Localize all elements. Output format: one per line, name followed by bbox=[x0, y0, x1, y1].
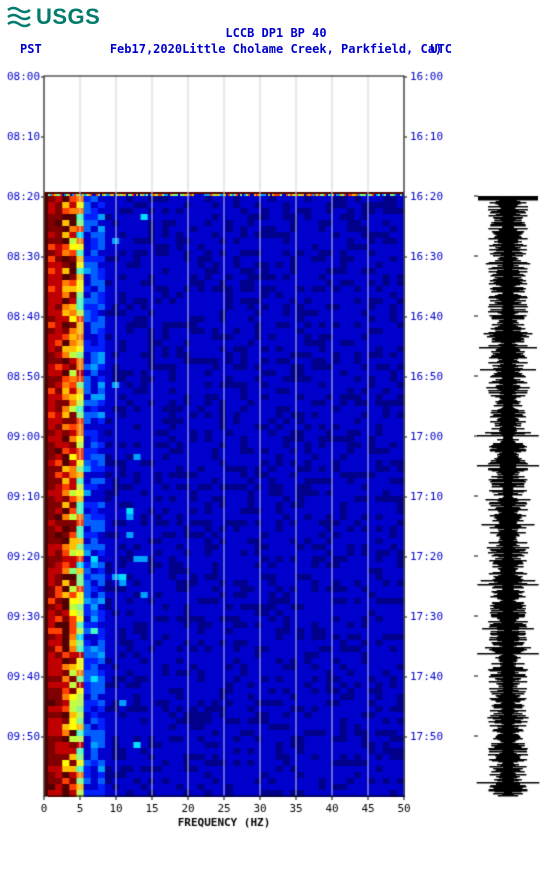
spectrogram-chart bbox=[0, 56, 552, 886]
utc-label: UTC bbox=[430, 42, 452, 56]
date-label: Feb17,2020 bbox=[110, 42, 182, 56]
location-label: Little Cholame Creek, Parkfield, Ca) bbox=[182, 42, 442, 56]
pst-label: PST bbox=[20, 42, 42, 56]
wave-icon bbox=[6, 4, 32, 30]
spectrogram-canvas bbox=[0, 56, 552, 846]
usgs-text: USGS bbox=[36, 4, 100, 30]
chart-header: LCCB DP1 BP 40 PST Feb17,2020Little Chol… bbox=[0, 26, 552, 56]
chart-subtitle: PST Feb17,2020Little Cholame Creek, Park… bbox=[0, 42, 552, 56]
